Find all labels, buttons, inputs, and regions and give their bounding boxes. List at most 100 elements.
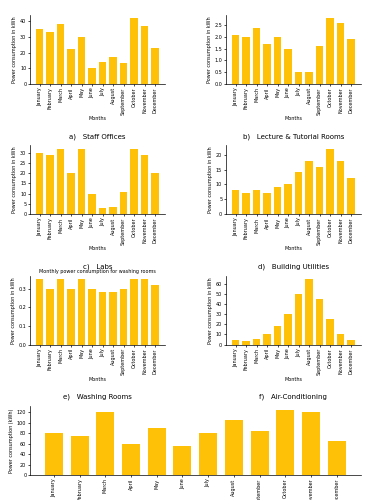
Bar: [232, 190, 239, 214]
Bar: [89, 68, 96, 84]
Bar: [253, 190, 260, 214]
X-axis label: Months: Months: [284, 116, 302, 121]
Bar: [96, 412, 114, 475]
Bar: [141, 26, 148, 84]
Bar: [109, 207, 117, 214]
Bar: [284, 184, 292, 214]
Bar: [284, 314, 292, 344]
Bar: [305, 279, 313, 344]
Bar: [99, 208, 106, 214]
Bar: [120, 64, 127, 84]
Bar: [276, 410, 294, 475]
Bar: [151, 285, 159, 344]
Text: d)   Building Utilities: d) Building Utilities: [258, 264, 329, 270]
Bar: [253, 338, 260, 344]
Bar: [347, 40, 355, 84]
Bar: [36, 29, 43, 84]
Bar: [347, 340, 355, 344]
Bar: [263, 194, 271, 214]
Bar: [328, 441, 346, 475]
Bar: [295, 172, 302, 214]
Bar: [326, 320, 334, 344]
X-axis label: Months: Months: [88, 116, 106, 121]
X-axis label: Months: Months: [88, 377, 106, 382]
Bar: [316, 166, 323, 214]
Bar: [67, 50, 75, 84]
Bar: [36, 279, 43, 344]
X-axis label: Months: Months: [88, 246, 106, 252]
Bar: [151, 48, 159, 84]
Bar: [122, 444, 140, 475]
Bar: [302, 412, 320, 475]
Bar: [46, 32, 54, 84]
Bar: [305, 160, 313, 214]
Bar: [274, 188, 281, 214]
Bar: [232, 340, 239, 344]
Bar: [253, 28, 260, 84]
Bar: [199, 433, 217, 475]
Text: b)   Lecture & Tutorial Rooms: b) Lecture & Tutorial Rooms: [243, 133, 344, 140]
Bar: [46, 155, 54, 214]
Bar: [131, 18, 138, 84]
Bar: [242, 194, 250, 214]
Text: e)   Washing Rooms: e) Washing Rooms: [63, 394, 132, 400]
Text: a)   Staff Offices: a) Staff Offices: [69, 133, 126, 140]
Bar: [45, 433, 63, 475]
Bar: [141, 279, 148, 344]
Bar: [67, 173, 75, 214]
Bar: [242, 37, 250, 84]
X-axis label: Months: Months: [284, 377, 302, 382]
Text: f)   Air-Conditioning: f) Air-Conditioning: [259, 394, 327, 400]
Bar: [242, 340, 250, 344]
Bar: [89, 288, 96, 344]
Text: c)   Labs: c) Labs: [83, 264, 112, 270]
Bar: [131, 279, 138, 344]
Bar: [337, 23, 344, 84]
Bar: [263, 44, 271, 84]
Bar: [57, 24, 64, 84]
Bar: [120, 192, 127, 214]
Y-axis label: Power consumption in kWh: Power consumption in kWh: [208, 146, 213, 213]
Bar: [225, 420, 243, 475]
Bar: [89, 194, 96, 214]
Bar: [36, 153, 43, 214]
Bar: [151, 173, 159, 214]
Y-axis label: Power consumption (kWh): Power consumption (kWh): [9, 408, 14, 473]
Bar: [295, 294, 302, 344]
Bar: [284, 48, 292, 84]
Bar: [46, 288, 54, 344]
Bar: [263, 334, 271, 344]
X-axis label: Months: Months: [284, 246, 302, 252]
Y-axis label: Power consumption in kWh: Power consumption in kWh: [207, 16, 212, 82]
Bar: [326, 148, 334, 214]
Bar: [173, 446, 192, 475]
Bar: [316, 46, 323, 84]
Bar: [78, 37, 85, 84]
Bar: [109, 292, 117, 344]
Bar: [148, 428, 166, 475]
Bar: [99, 292, 106, 344]
Bar: [67, 288, 75, 344]
Bar: [131, 148, 138, 214]
Bar: [57, 279, 64, 344]
Bar: [251, 430, 269, 475]
Bar: [232, 34, 239, 84]
Y-axis label: Power consumption in kWh: Power consumption in kWh: [12, 16, 17, 82]
Bar: [141, 155, 148, 214]
Bar: [295, 72, 302, 84]
Bar: [120, 288, 127, 344]
Bar: [99, 62, 106, 84]
Bar: [337, 160, 344, 214]
Bar: [274, 326, 281, 344]
Title: Monthly power consumption for washing rooms: Monthly power consumption for washing ro…: [39, 269, 156, 274]
Bar: [326, 18, 334, 84]
Y-axis label: Power consumption in kWh: Power consumption in kWh: [12, 146, 17, 213]
Bar: [305, 72, 313, 84]
Bar: [316, 300, 323, 344]
Bar: [337, 334, 344, 344]
Bar: [57, 148, 64, 214]
Y-axis label: Power consumption in kWh: Power consumption in kWh: [11, 277, 16, 344]
Bar: [78, 148, 85, 214]
Bar: [71, 436, 89, 475]
Bar: [78, 279, 85, 344]
